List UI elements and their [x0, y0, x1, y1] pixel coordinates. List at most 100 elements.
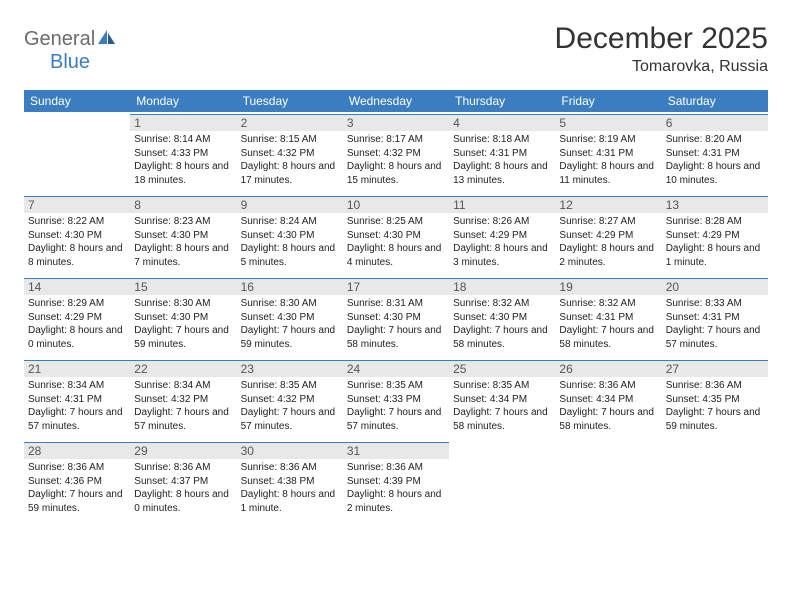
day-info: Sunrise: 8:36 AMSunset: 4:35 PMDaylight:… — [666, 379, 764, 433]
day-number: 22 — [130, 360, 236, 377]
day-info: Sunrise: 8:35 AMSunset: 4:32 PMDaylight:… — [241, 379, 339, 433]
day-cell: 20Sunrise: 8:33 AMSunset: 4:31 PMDayligh… — [662, 276, 768, 358]
day-content: 5 Sunrise: 8:19 AMSunset: 4:31 PMDaylight… — [555, 112, 661, 194]
day-content: 21Sunrise: 8:34 AMSunset: 4:31 PMDayligh… — [24, 358, 130, 440]
day-cell: 7Sunrise: 8:22 AMSunset: 4:30 PMDaylight… — [24, 194, 130, 276]
day-cell: 30Sunrise: 8:36 AMSunset: 4:38 PMDayligh… — [237, 440, 343, 522]
day-cell — [449, 440, 555, 522]
day-cell: 24 Sunrise: 8:35 AMSunset: 4:33 PMDayligh… — [343, 358, 449, 440]
day-info: Sunrise: 8:26 AMSunset: 4:29 PMDaylight:… — [453, 215, 551, 269]
page: General Blue December 2025 Tomarovka, Ru… — [0, 0, 792, 522]
day-number: 21 — [24, 360, 130, 377]
day-content: 17Sunrise: 8:31 AMSunset: 4:30 PMDayligh… — [343, 276, 449, 358]
day-info: Sunrise: 8:30 AMSunset: 4:30 PMDaylight:… — [241, 297, 339, 351]
day-content: 19Sunrise: 8:32 AMSunset: 4:31 PMDayligh… — [555, 276, 661, 358]
day-cell: 29Sunrise: 8:36 AMSunset: 4:37 PMDayligh… — [130, 440, 236, 522]
day-cell: 21Sunrise: 8:34 AMSunset: 4:31 PMDayligh… — [24, 358, 130, 440]
day-number: 18 — [449, 278, 555, 295]
day-number: 12 — [555, 196, 661, 213]
day-content: 6 Sunrise: 8:20 AMSunset: 4:31 PMDaylight… — [662, 112, 768, 194]
day-cell: 25Sunrise: 8:35 AMSunset: 4:34 PMDayligh… — [449, 358, 555, 440]
day-info: Sunrise: 8:35 AMSunset: 4:33 PMDaylight:… — [347, 379, 445, 433]
day-info: Sunrise: 8:17 AMSunset: 4:32 PMDaylight:… — [347, 133, 445, 187]
day-number: 5 — [555, 114, 661, 131]
day-cell: 3 Sunrise: 8:17 AMSunset: 4:32 PMDaylight… — [343, 112, 449, 194]
day-number: 26 — [555, 360, 661, 377]
day-number: 28 — [24, 442, 130, 459]
week-row: 21Sunrise: 8:34 AMSunset: 4:31 PMDayligh… — [24, 358, 768, 440]
day-content: 26 Sunrise: 8:36 AMSunset: 4:34 PMDayligh… — [555, 358, 661, 440]
day-number: 23 — [237, 360, 343, 377]
day-number: 2 — [237, 114, 343, 131]
day-content: 4Sunrise: 8:18 AMSunset: 4:31 PMDaylight… — [449, 112, 555, 194]
day-cell: 15 Sunrise: 8:30 AMSunset: 4:30 PMDayligh… — [130, 276, 236, 358]
day-content: 23 Sunrise: 8:35 AMSunset: 4:32 PMDayligh… — [237, 358, 343, 440]
day-content: 9Sunrise: 8:24 AMSunset: 4:30 PMDaylight… — [237, 194, 343, 276]
day-info: Sunrise: 8:19 AMSunset: 4:31 PMDaylight:… — [559, 133, 657, 187]
day-info: Sunrise: 8:36 AMSunset: 4:36 PMDaylight:… — [28, 461, 126, 515]
day-cell — [24, 112, 130, 194]
day-cell: 4Sunrise: 8:18 AMSunset: 4:31 PMDaylight… — [449, 112, 555, 194]
dayhead-fri: Friday — [555, 90, 661, 112]
day-number: 10 — [343, 196, 449, 213]
location: Tomarovka, Russia — [555, 58, 768, 76]
dayhead-mon: Monday — [130, 90, 236, 112]
day-number: 4 — [449, 114, 555, 131]
title-block: December 2025 Tomarovka, Russia — [555, 22, 768, 76]
day-cell: 6 Sunrise: 8:20 AMSunset: 4:31 PMDaylight… — [662, 112, 768, 194]
empty-cell — [24, 112, 130, 194]
day-cell: 31 Sunrise: 8:36 AMSunset: 4:39 PMDayligh… — [343, 440, 449, 522]
day-number: 6 — [662, 114, 768, 131]
day-number: 25 — [449, 360, 555, 377]
day-info: Sunrise: 8:36 AMSunset: 4:34 PMDaylight:… — [559, 379, 657, 433]
day-cell: 28 Sunrise: 8:36 AMSunset: 4:36 PMDayligh… — [24, 440, 130, 522]
day-cell: 18 Sunrise: 8:32 AMSunset: 4:30 PMDayligh… — [449, 276, 555, 358]
day-number: 11 — [449, 196, 555, 213]
day-cell: 2Sunrise: 8:15 AMSunset: 4:32 PMDaylight… — [237, 112, 343, 194]
day-cell: 5 Sunrise: 8:19 AMSunset: 4:31 PMDaylight… — [555, 112, 661, 194]
day-content: 7Sunrise: 8:22 AMSunset: 4:30 PMDaylight… — [24, 194, 130, 276]
day-info: Sunrise: 8:34 AMSunset: 4:32 PMDaylight:… — [134, 379, 232, 433]
day-info: Sunrise: 8:29 AMSunset: 4:29 PMDaylight:… — [28, 297, 126, 351]
day-header-row: Sunday Monday Tuesday Wednesday Thursday… — [24, 90, 768, 112]
day-content: 15 Sunrise: 8:30 AMSunset: 4:30 PMDayligh… — [130, 276, 236, 358]
day-info: Sunrise: 8:33 AMSunset: 4:31 PMDaylight:… — [666, 297, 764, 351]
day-info: Sunrise: 8:20 AMSunset: 4:31 PMDaylight:… — [666, 133, 764, 187]
empty-cell — [662, 440, 768, 522]
day-number: 27 — [662, 360, 768, 377]
day-content: 13Sunrise: 8:28 AMSunset: 4:29 PMDayligh… — [662, 194, 768, 276]
day-info: Sunrise: 8:31 AMSunset: 4:30 PMDaylight:… — [347, 297, 445, 351]
day-number: 3 — [343, 114, 449, 131]
day-cell: 16Sunrise: 8:30 AMSunset: 4:30 PMDayligh… — [237, 276, 343, 358]
day-content: 8Sunrise: 8:23 AMSunset: 4:30 PMDaylight… — [130, 194, 236, 276]
dayhead-wed: Wednesday — [343, 90, 449, 112]
day-number: 14 — [24, 278, 130, 295]
day-number: 31 — [343, 442, 449, 459]
day-number: 29 — [130, 442, 236, 459]
day-info: Sunrise: 8:36 AMSunset: 4:39 PMDaylight:… — [347, 461, 445, 515]
logo-text: General Blue — [24, 28, 117, 74]
day-cell: 23 Sunrise: 8:35 AMSunset: 4:32 PMDayligh… — [237, 358, 343, 440]
day-cell — [662, 440, 768, 522]
day-number: 9 — [237, 196, 343, 213]
day-number: 30 — [237, 442, 343, 459]
day-content: 29Sunrise: 8:36 AMSunset: 4:37 PMDayligh… — [130, 440, 236, 522]
day-cell: 19Sunrise: 8:32 AMSunset: 4:31 PMDayligh… — [555, 276, 661, 358]
empty-cell — [449, 440, 555, 522]
day-content: 24 Sunrise: 8:35 AMSunset: 4:33 PMDayligh… — [343, 358, 449, 440]
day-content: 12 Sunrise: 8:27 AMSunset: 4:29 PMDayligh… — [555, 194, 661, 276]
day-number: 13 — [662, 196, 768, 213]
day-number: 24 — [343, 360, 449, 377]
day-content: 20Sunrise: 8:33 AMSunset: 4:31 PMDayligh… — [662, 276, 768, 358]
dayhead-tue: Tuesday — [237, 90, 343, 112]
day-info: Sunrise: 8:27 AMSunset: 4:29 PMDaylight:… — [559, 215, 657, 269]
day-info: Sunrise: 8:32 AMSunset: 4:30 PMDaylight:… — [453, 297, 551, 351]
day-content: 2Sunrise: 8:15 AMSunset: 4:32 PMDaylight… — [237, 112, 343, 194]
day-cell: 27 Sunrise: 8:36 AMSunset: 4:35 PMDayligh… — [662, 358, 768, 440]
day-cell: 17Sunrise: 8:31 AMSunset: 4:30 PMDayligh… — [343, 276, 449, 358]
day-cell: 13Sunrise: 8:28 AMSunset: 4:29 PMDayligh… — [662, 194, 768, 276]
day-info: Sunrise: 8:22 AMSunset: 4:30 PMDaylight:… — [28, 215, 126, 269]
day-info: Sunrise: 8:30 AMSunset: 4:30 PMDaylight:… — [134, 297, 232, 351]
logo-general: General — [24, 28, 95, 50]
day-number: 15 — [130, 278, 236, 295]
